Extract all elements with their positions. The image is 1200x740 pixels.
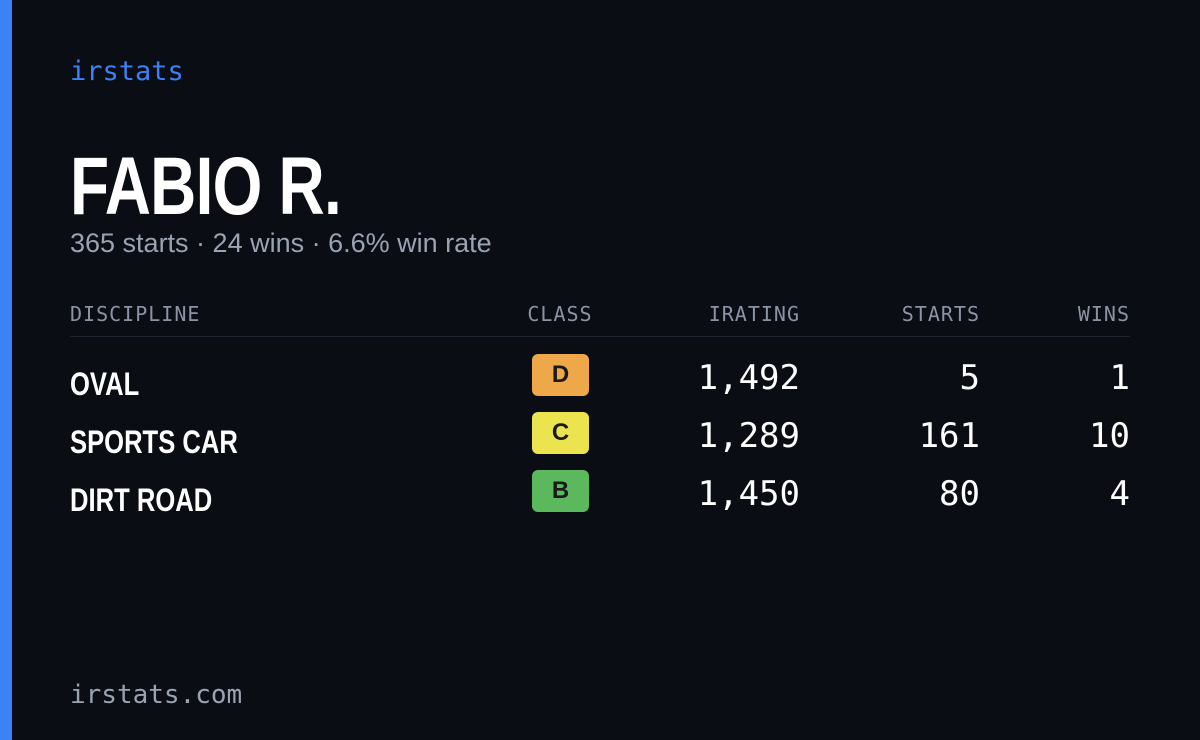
accent-bar: [0, 0, 12, 740]
header-class: CLASS: [527, 302, 593, 326]
discipline: OVAL: [70, 366, 140, 402]
header-rule: [70, 336, 1130, 337]
starts: 80: [939, 474, 980, 514]
class-badge: C: [532, 412, 589, 454]
footer: irstats.com: [70, 680, 243, 710]
header-wins: WINS: [1077, 302, 1130, 326]
irating: 1,492: [697, 358, 800, 398]
discipline: SPORTS CAR: [70, 424, 238, 460]
header-discipline: DISCIPLINE: [70, 302, 201, 326]
irating: 1,450: [697, 474, 800, 514]
wins: 4: [1109, 474, 1130, 514]
class-badge: D: [532, 354, 589, 396]
header-irating: IRATING: [708, 302, 800, 326]
brand: irstats: [70, 56, 184, 87]
driver-summary: 365 starts · 24 wins · 6.6% win rate: [70, 228, 492, 258]
class-badge: B: [532, 470, 589, 512]
header-starts: STARTS: [901, 302, 980, 326]
wins: 1: [1109, 358, 1130, 398]
discipline: DIRT ROAD: [70, 482, 213, 518]
starts: 5: [959, 358, 980, 398]
starts: 161: [918, 416, 980, 456]
wins: 10: [1089, 416, 1130, 456]
driver-name: FABIO R.: [70, 141, 342, 232]
irating: 1,289: [697, 416, 800, 456]
